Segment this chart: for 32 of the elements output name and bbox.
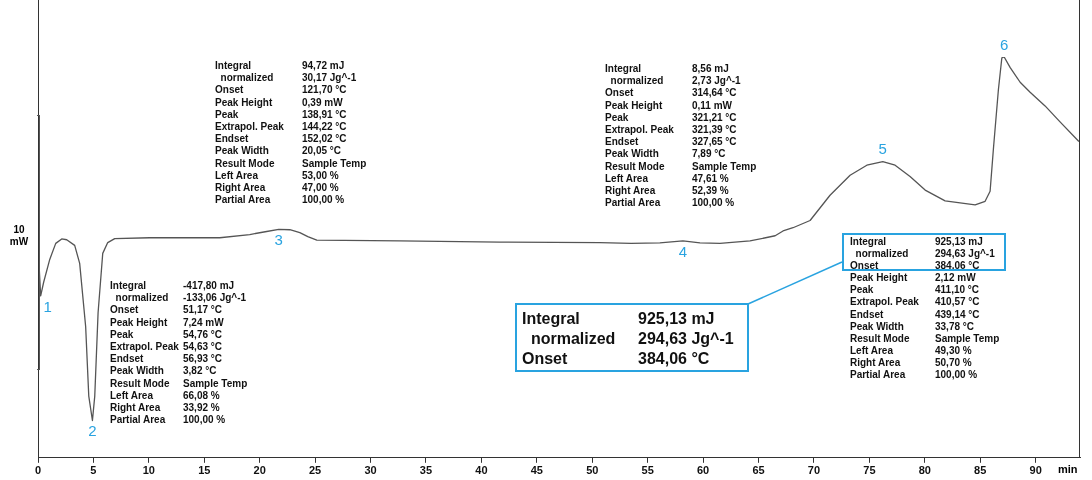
annotation: 4 [678, 242, 688, 260]
x-tick-label: 80 [918, 464, 931, 477]
x-tick-label: 45 [530, 464, 543, 477]
x-tick-label: 90 [1029, 464, 1042, 477]
text: Integral 94,72 mJ normalized 30,17 Jg^-1 Onset 121,70 °C Peak Height 0,39 mW Peak 138,91 °C Extrapol. Peak 144,22 °C Endset 152,02 °C Peak Width 20,05 °C Result Mode Sample Temp Left Area 53,00 % Right Area 47,00 % Partial Area 100,00 % [215, 60, 367, 206]
text: Integral -417,80 mJ normalized -133,06 Jg^-1 Onset 51,17 °C Peak Height 7,24 mW Peak 54,76 °C Extrapol. Peak 54,63 °C Endset 56,93 °C Peak Width 3,82 °C Result Mode Sample Temp Left Area 66,08 % Right Area 33,92 % Partial Area 100,00 % [110, 280, 248, 426]
x-tick-label: 15 [198, 464, 211, 477]
x-tick-label: 25 [309, 464, 322, 477]
x-tick-label: 10 [142, 464, 155, 477]
text: Integral 8,56 mJ normalized 2,73 Jg^-1 Onset 314,64 °C Peak Height 0,11 mW Peak 321,21 °C Extrapol. Peak 321,39 °C Endset 327,65 °C Peak Width 7,89 °C Result Mode Sample Temp Left Area 47,61 % Right Area 52,39 % Partial Area 100,00 % [605, 63, 757, 209]
x-tick-label: 30 [364, 464, 377, 477]
x-tick-label: 40 [475, 464, 488, 477]
x-tick-label: 0 [34, 464, 42, 477]
annotation: 1 [43, 297, 52, 315]
x-tick-label: 5 [90, 464, 97, 477]
x-tick-label: 65 [752, 464, 765, 477]
x-axis-title: min [1058, 462, 1078, 475]
y-axis-title: 10 mW [8, 224, 30, 248]
annotation: 6 [1000, 35, 1009, 53]
x-tick-label: 50 [586, 464, 599, 477]
x-tick-label: 60 [696, 464, 710, 477]
x-tick-label: 35 [419, 464, 433, 477]
text: Integral 925,13 mJ normalized 294,63 Jg^-1 Onset 384,06 °C [522, 310, 734, 367]
x-tick-label: 85 [974, 464, 987, 477]
annotation: 2 [88, 422, 97, 440]
x-tick-label: 75 [863, 464, 876, 477]
annotation: 5 [878, 140, 887, 158]
x-tick-label: 20 [253, 464, 266, 477]
text: Integral 925,13 mJ normalized 294,63 Jg^-1 Onset 384,06 °C Peak Height 2,12 mW Peak 411,10 °C Extrapol. Peak 410,57 °C Endset 439,14 °C Peak Width 33,78 °C Result Mode Sample Temp Left Area 49,30 % Right Area 50,70 % Partial Area 100,00 % [850, 236, 1000, 381]
annotation: 3 [274, 230, 283, 248]
x-tick-label: 70 [807, 464, 821, 477]
x-tick-label: 55 [641, 464, 654, 477]
